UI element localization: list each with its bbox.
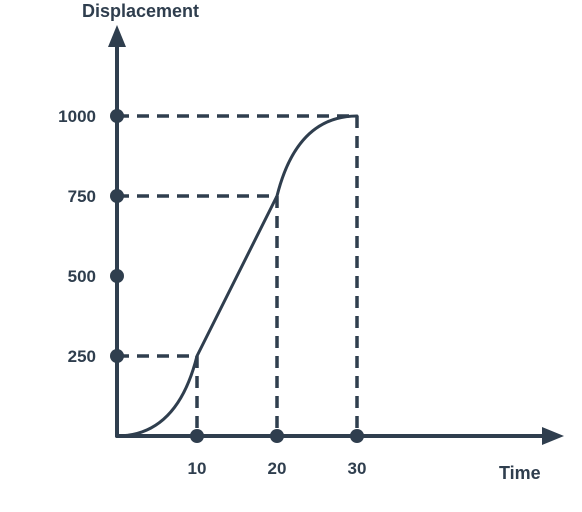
y-tick-label-1: 500 [68, 267, 96, 286]
y-axis-title: Displacement [82, 1, 199, 21]
tick-labels: 10 20 30 250 500 750 1000 [58, 107, 366, 478]
x-axis-title: Time [499, 463, 541, 483]
y-tick-label-3: 1000 [58, 107, 96, 126]
y-axis-point-2 [110, 189, 124, 203]
x-axis-point-2 [350, 429, 364, 443]
y-axis-point-3 [110, 109, 124, 123]
y-tick-label-0: 250 [68, 347, 96, 366]
y-axis-arrow-icon [108, 25, 126, 47]
x-tick-label-1: 20 [268, 459, 287, 478]
y-axis-point-1 [110, 269, 124, 283]
x-axis-arrow-icon [542, 427, 564, 445]
x-tick-label-0: 10 [188, 459, 207, 478]
x-axis-point-1 [270, 429, 284, 443]
x-tick-label-2: 30 [348, 459, 367, 478]
axes [108, 25, 564, 445]
y-axis-point-0 [110, 349, 124, 363]
y-tick-label-2: 750 [68, 187, 96, 206]
axis-points [110, 109, 364, 443]
displacement-curve [115, 114, 359, 438]
guide-lines [117, 114, 359, 436]
x-axis-point-0 [190, 429, 204, 443]
